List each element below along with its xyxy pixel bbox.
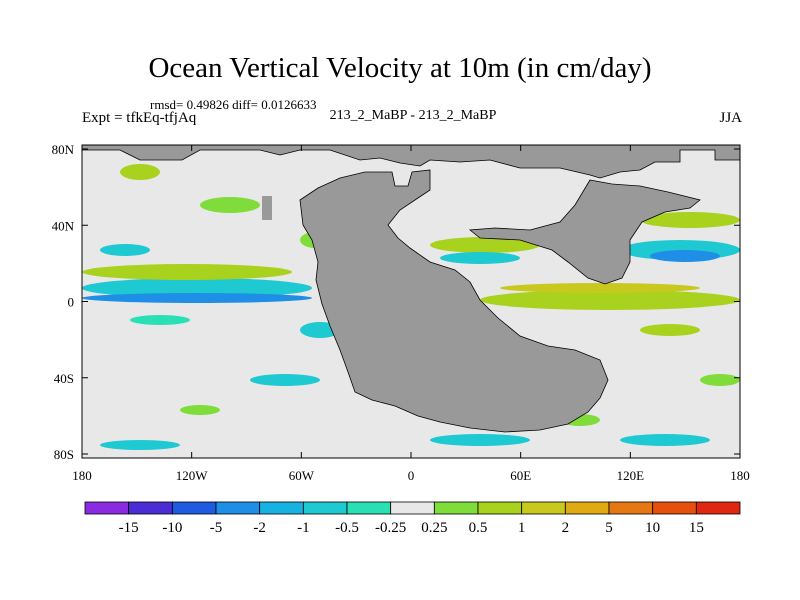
colorbar-label: 1 xyxy=(518,520,526,536)
x-tick-label: 120E xyxy=(617,468,645,483)
colorbar-swatch xyxy=(259,501,304,515)
land-eastern-continent xyxy=(468,179,701,285)
colorbar-label: -0.25 xyxy=(375,520,406,536)
colorbar-label: 10 xyxy=(645,520,660,536)
colorbar-label: 0.25 xyxy=(421,520,447,536)
y-tick-label: 80N xyxy=(52,142,75,157)
map-area xyxy=(82,145,740,458)
contour-region xyxy=(650,250,720,262)
colorbar-swatch xyxy=(84,501,130,515)
land-island xyxy=(262,196,272,220)
contour-region xyxy=(430,237,540,253)
contour-region xyxy=(82,278,312,298)
contour-region xyxy=(700,374,740,386)
colorbar-swatch xyxy=(433,501,479,515)
colorbar-label: -0.5 xyxy=(335,520,359,536)
colorbar-label: -10 xyxy=(162,520,182,536)
colorbar-swatch xyxy=(564,501,610,515)
colorbar-swatch xyxy=(302,501,348,515)
x-tick-label: 180 xyxy=(730,468,750,483)
x-tick-label: 60W xyxy=(289,468,315,483)
contour-region xyxy=(82,293,312,303)
season-label: JJA xyxy=(719,110,742,126)
contour-region xyxy=(480,290,740,310)
x-tick-label: 0 xyxy=(408,468,415,483)
contour-region xyxy=(82,264,292,280)
contour-region xyxy=(620,434,710,446)
colorbar-label: 5 xyxy=(605,520,613,536)
velocity-contours xyxy=(82,164,740,450)
x-tick-label: 180 xyxy=(72,468,92,483)
x-tick-label: 60E xyxy=(510,468,531,483)
contour-region xyxy=(640,212,740,228)
colorbar-swatch xyxy=(652,501,697,515)
y-tick-label: 0 xyxy=(68,295,75,310)
x-axis: 180 120W 60W 0 60E 120E 180 xyxy=(72,145,750,483)
colorbar: -15 -10 -5 -2 -1 -0.5 -0.25 0.25 0.5 1 2 5 10 15 xyxy=(84,501,741,536)
y-tick-label: 40S xyxy=(54,371,74,386)
y-tick-label: 40N xyxy=(52,218,75,233)
colorbar-swatch xyxy=(346,501,392,515)
chart-title: Ocean Vertical Velocity at 10m (in cm/da… xyxy=(148,52,652,84)
colorbar-label: -15 xyxy=(119,520,139,536)
colorbar-label: -2 xyxy=(253,520,266,536)
stats-label: rmsd= 0.49826 diff= 0.0126633 xyxy=(150,97,317,112)
colorbar-swatch xyxy=(215,501,261,515)
colorbar-swatch xyxy=(171,501,217,515)
contour-region xyxy=(430,434,530,446)
contour-region xyxy=(100,244,150,256)
colorbar-label: 15 xyxy=(689,520,704,536)
contour-region xyxy=(120,164,160,180)
case-label: 213_2_MaBP - 213_2_MaBP xyxy=(329,108,497,123)
colorbar-label: 0.5 xyxy=(469,520,488,536)
experiment-label: Expt = tfkEq-tfjAq xyxy=(82,110,197,126)
colorbar-swatch xyxy=(128,501,173,515)
colorbar-swatch xyxy=(695,501,741,515)
y-tick-label: 80S xyxy=(54,447,74,462)
colorbar-swatch xyxy=(477,501,523,515)
contour-region xyxy=(100,440,180,450)
colorbar-label: 2 xyxy=(562,520,570,536)
contour-region xyxy=(640,324,700,336)
colorbar-swatch xyxy=(521,501,566,515)
land-arctic xyxy=(82,145,740,179)
colorbar-label: -5 xyxy=(210,520,223,536)
contour-region xyxy=(200,197,260,213)
land-western-continent xyxy=(299,169,609,433)
colorbar-swatch xyxy=(608,501,654,515)
y-axis: 80N 40N 0 40S 80S xyxy=(52,142,740,462)
contour-region xyxy=(250,374,320,386)
contour-region xyxy=(500,283,700,293)
colorbar-swatch xyxy=(390,501,435,515)
contour-region xyxy=(440,252,520,264)
colorbar-label: -1 xyxy=(297,520,310,536)
contour-region xyxy=(180,405,220,415)
x-tick-label: 120W xyxy=(176,468,209,483)
contour-region xyxy=(130,315,190,325)
